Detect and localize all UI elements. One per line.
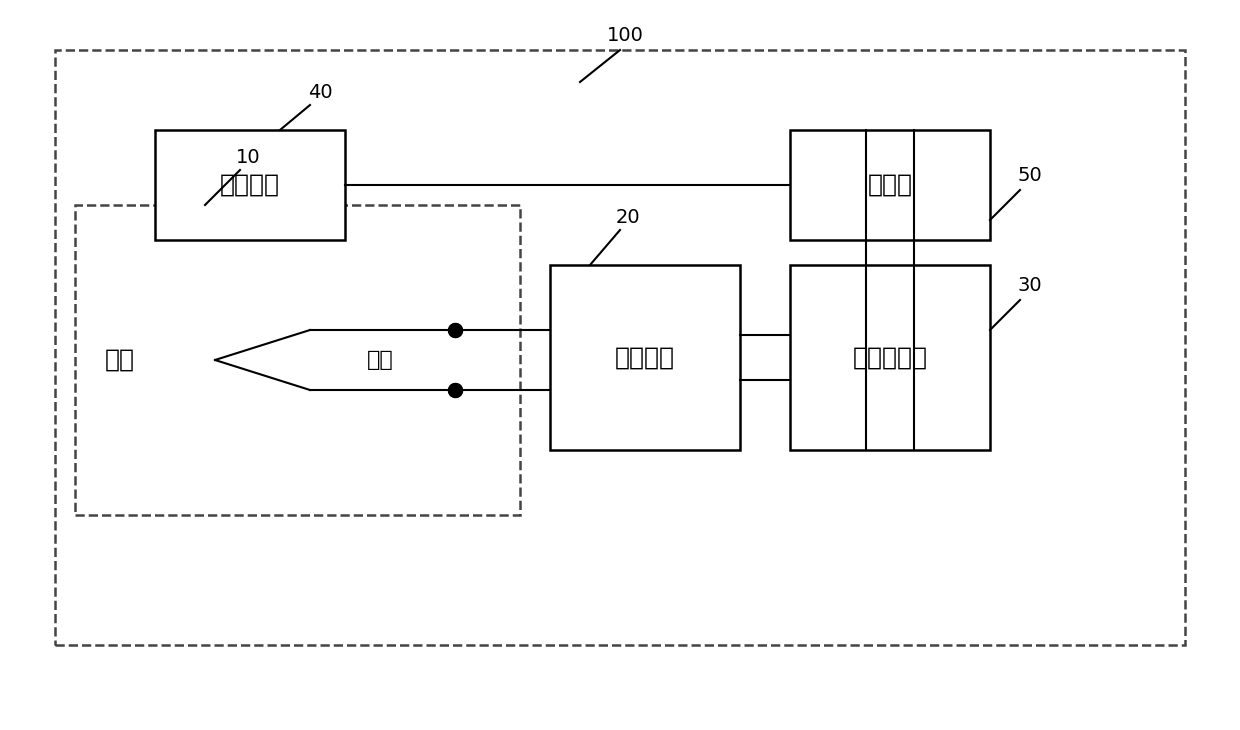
Text: 50: 50 — [1018, 166, 1043, 185]
Text: 20: 20 — [616, 208, 640, 227]
FancyBboxPatch shape — [55, 50, 1185, 645]
Text: 100: 100 — [606, 26, 644, 45]
FancyBboxPatch shape — [790, 265, 990, 450]
Text: 模数转换器: 模数转换器 — [853, 345, 928, 369]
FancyBboxPatch shape — [790, 130, 990, 240]
FancyBboxPatch shape — [155, 130, 345, 240]
Text: 40: 40 — [308, 83, 332, 102]
Text: 调理模块: 调理模块 — [615, 345, 675, 369]
Text: 30: 30 — [1018, 276, 1043, 295]
Text: 10: 10 — [236, 148, 260, 167]
Text: 热敏电阵: 热敏电阵 — [219, 173, 280, 197]
Text: 冷端: 冷端 — [367, 350, 393, 370]
FancyBboxPatch shape — [551, 265, 740, 450]
FancyBboxPatch shape — [74, 205, 520, 515]
Text: 热端: 热端 — [105, 348, 135, 372]
Text: 控制器: 控制器 — [868, 173, 913, 197]
